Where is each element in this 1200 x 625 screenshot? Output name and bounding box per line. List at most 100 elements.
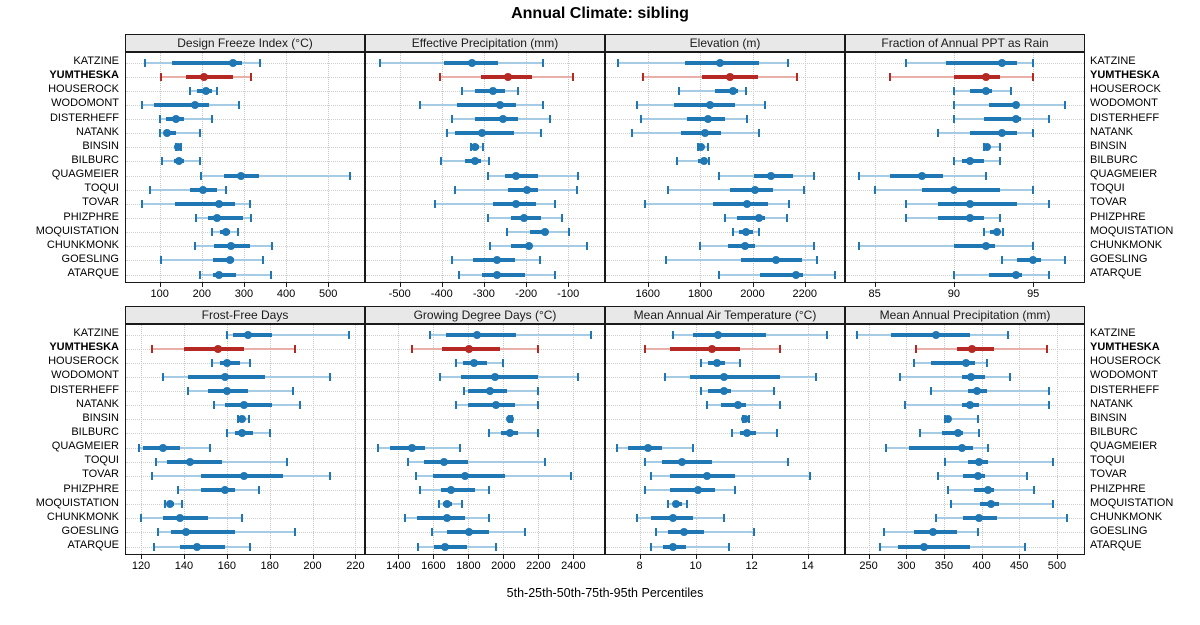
panel-strip-elevation-m: Elevation (m) — [605, 34, 845, 52]
median-dot — [712, 358, 721, 367]
whisker-cap-95th — [691, 443, 694, 452]
interquartile-bar-25-75 — [890, 173, 943, 178]
median-dot — [981, 72, 990, 81]
median-dot — [522, 185, 531, 194]
whisker-cap-5th — [157, 528, 160, 537]
median-dot — [708, 344, 717, 353]
whisker-cap-5th — [150, 344, 153, 353]
whisker-cap-5th — [451, 256, 454, 265]
whisker-cap-95th — [348, 330, 350, 339]
whisker-cap-95th — [294, 528, 297, 537]
whisker-cap-5th — [487, 429, 490, 438]
row-gridline — [606, 232, 844, 234]
whisker-cap-5th — [644, 486, 647, 494]
whisker-cap-95th — [1032, 486, 1035, 494]
whisker-cap-5th — [644, 344, 647, 353]
whisker-cap-95th — [237, 100, 240, 109]
vertical-gridline — [639, 325, 641, 554]
site-label-left-atarque: ATARQUE — [67, 267, 119, 279]
interquartile-bar-25-75 — [445, 332, 517, 337]
median-dot — [512, 199, 521, 208]
whisker-cap-5th — [672, 330, 675, 339]
whisker-cap-5th — [486, 214, 489, 222]
axis-tick — [751, 555, 753, 559]
whisker-cap-95th — [826, 330, 829, 339]
row-gridline — [606, 504, 844, 506]
interquartile-bar-25-75 — [505, 173, 538, 178]
whisker-cap-5th — [665, 256, 668, 265]
whisker-cap-95th — [249, 542, 252, 551]
axis-tick-label: -200 — [515, 288, 538, 300]
median-dot — [1011, 100, 1020, 109]
whisker-cap-5th — [225, 330, 228, 339]
whisker-cap-95th — [537, 387, 540, 395]
axis-tick-label: 85 — [868, 288, 881, 300]
median-dot — [966, 401, 975, 410]
axis-tick — [804, 283, 806, 287]
median-dot — [983, 143, 992, 152]
vertical-gridline — [183, 325, 185, 554]
whisker-cap-95th — [778, 344, 781, 353]
whisker-cap-5th — [236, 415, 239, 424]
median-dot — [694, 486, 703, 494]
median-dot — [163, 129, 172, 138]
whisker-cap-95th — [788, 199, 791, 208]
site-label-right-wodomont: WODOMONT — [1090, 97, 1158, 110]
interquartile-bar-25-75 — [988, 102, 1019, 107]
vertical-gridline — [468, 325, 470, 554]
axis-tick-label: 120 — [131, 560, 151, 572]
whisker-cap-5th — [644, 457, 647, 466]
panel-strip-fraction-of-annual-ppt-as-rain: Fraction of Annual PPT as Rain — [845, 34, 1085, 52]
interquartile-bar-25-75 — [673, 102, 735, 107]
row-gridline — [366, 419, 604, 421]
whisker-cap-5th — [857, 171, 860, 180]
interquartile-bar-25-75 — [690, 374, 780, 379]
median-dot — [743, 199, 752, 208]
interquartile-bar-25-75 — [740, 258, 803, 263]
whisker-5-95 — [408, 460, 546, 463]
whisker-cap-95th — [795, 72, 798, 81]
median-dot — [465, 344, 474, 353]
vertical-gridline — [355, 325, 357, 554]
panel-effective-precipitation-mm — [365, 52, 605, 283]
median-dot — [506, 429, 515, 438]
row-gridline — [846, 260, 1084, 262]
whisker-cap-95th — [240, 514, 243, 523]
median-dot — [973, 387, 982, 395]
whisker-cap-5th — [158, 115, 161, 123]
axis-tick-label: 8 — [636, 560, 643, 572]
whisker-5-95 — [645, 460, 788, 463]
panel-title: Mean Annual Precipitation (mm) — [879, 308, 1051, 322]
whisker-cap-95th — [298, 401, 301, 410]
whisker-cap-5th — [856, 330, 859, 339]
median-dot — [468, 58, 477, 67]
whisker-cap-5th — [937, 129, 939, 138]
median-dot — [190, 100, 199, 109]
median-dot — [669, 542, 678, 551]
whisker-cap-5th — [616, 58, 619, 67]
median-dot — [200, 72, 209, 81]
interquartile-bar-25-75 — [984, 117, 1021, 121]
median-dot — [226, 242, 235, 251]
whisker-cap-5th — [152, 542, 155, 551]
whisker-cap-95th — [1032, 129, 1035, 138]
site-label-right-katzine: KATZINE — [1090, 327, 1136, 339]
whisker-cap-95th — [257, 486, 260, 494]
whisker-cap-95th — [1032, 58, 1035, 67]
vertical-gridline — [1019, 325, 1021, 554]
row-gridline — [606, 433, 844, 435]
whisker-cap-95th — [576, 372, 579, 381]
panel-mean-annual-precipitation-mm — [845, 324, 1085, 555]
whisker-cap-95th — [285, 457, 288, 466]
whisker-5-95 — [951, 503, 1054, 506]
axis-tick-label: 300 — [897, 560, 916, 572]
interquartile-bar-25-75 — [212, 258, 235, 263]
axis-tick-label: 500 — [1047, 560, 1067, 572]
whisker-cap-95th — [812, 242, 815, 251]
whisker-cap-5th — [210, 358, 213, 367]
interquartile-bar-25-75 — [670, 346, 741, 351]
x-axis-caption: 5th-25th-50th-75th-95th Percentiles — [506, 586, 704, 600]
interquartile-bar-25-75 — [171, 60, 242, 65]
whisker-cap-95th — [249, 358, 252, 367]
median-dot — [182, 528, 190, 537]
